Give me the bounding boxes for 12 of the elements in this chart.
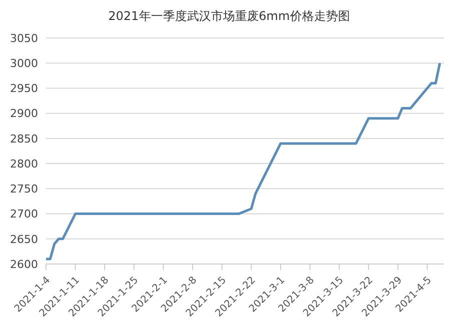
- y-tick-label: 2700: [10, 208, 38, 221]
- line-series: [46, 62, 442, 260]
- y-tick-label: 2650: [10, 232, 38, 246]
- y-tick-label: 3000: [10, 57, 38, 70]
- y-tick-label: 2850: [10, 132, 38, 146]
- y-tick-label: 2750: [10, 182, 38, 196]
- y-tick-label: 2600: [10, 258, 38, 271]
- y-tick-label: 2900: [10, 107, 38, 120]
- y-tick-label: 2800: [10, 157, 38, 170]
- y-tick-label: 2950: [10, 82, 38, 96]
- y-tick-label: 3050: [10, 32, 38, 45]
- chart-title: 2021年一季度武汉市场重废6mm价格走势图: [107, 8, 351, 25]
